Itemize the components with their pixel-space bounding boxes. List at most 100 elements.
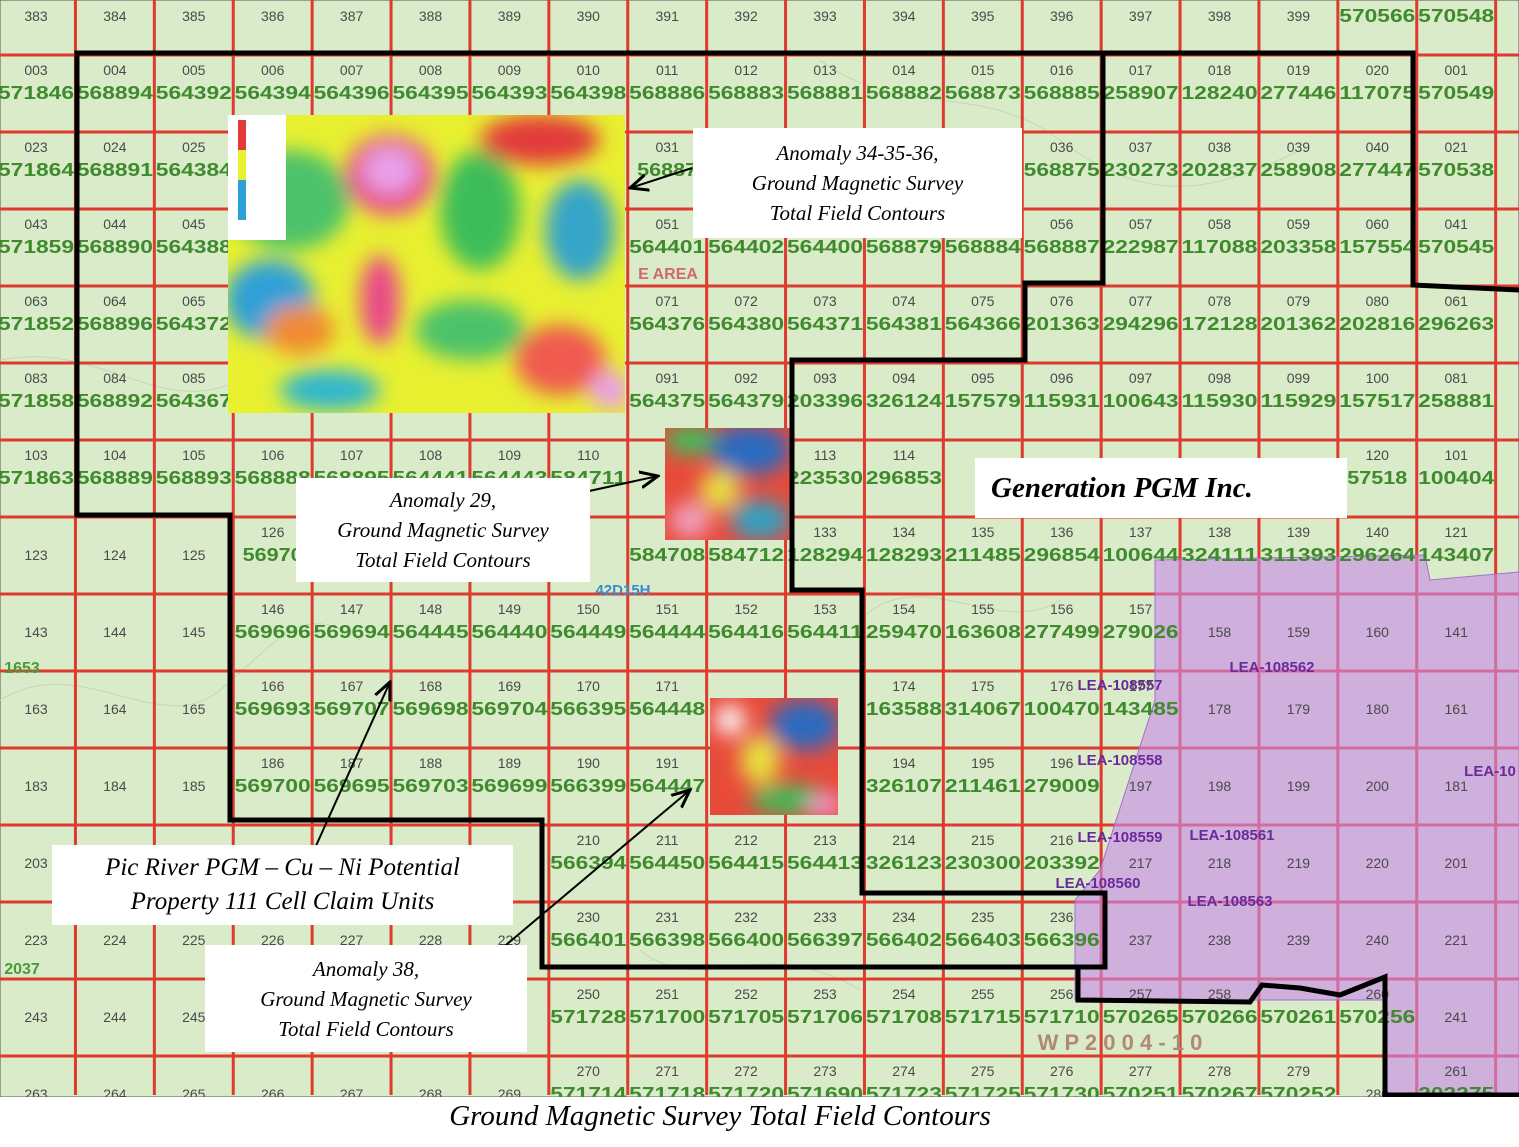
cell-number: 012	[734, 62, 758, 78]
cell-number: 225	[182, 932, 206, 948]
cell-number: 061	[1445, 293, 1469, 309]
claim-number: 564394	[235, 83, 311, 103]
claim-number: 115929	[1260, 391, 1336, 411]
cell-number: 005	[182, 62, 206, 78]
cell-number: 109	[498, 447, 522, 463]
cell-number: 152	[734, 601, 758, 617]
cell-number: 004	[103, 62, 127, 78]
cell-number: 065	[182, 293, 206, 309]
claim-number: 570251	[1103, 1084, 1179, 1097]
claim-number: 571728	[550, 1007, 626, 1027]
claim-number: 564396	[314, 83, 390, 103]
cell-number: 235	[971, 909, 995, 925]
cell-number: 093	[813, 370, 837, 386]
cell-number: 147	[340, 601, 364, 617]
place-label: 42D15H	[595, 582, 650, 599]
cell-number: 258	[1208, 986, 1232, 1002]
claim-number: 157579	[945, 391, 1021, 411]
claim-number: 568894	[77, 83, 153, 103]
claim-number: 571710	[1024, 1007, 1100, 1027]
cell-number: 174	[892, 678, 916, 694]
cell-number: 018	[1208, 62, 1232, 78]
cell-number: 238	[1208, 932, 1232, 948]
property-boundary	[74, 50, 1519, 1097]
cell-number: 158	[1208, 624, 1232, 640]
lease-label: LEA-108562	[1229, 659, 1314, 676]
cell-number: 169	[498, 678, 522, 694]
cell-number: 178	[1208, 701, 1232, 717]
anomaly-image	[710, 698, 838, 815]
cell-number: 236	[1050, 909, 1074, 925]
cell-number: 141	[1445, 624, 1469, 640]
cell-number: 085	[182, 370, 206, 386]
cell-number: 232	[734, 909, 758, 925]
cell-number: 237	[1129, 932, 1153, 948]
claim-number: 211461	[945, 776, 1021, 796]
cell-number: 007	[340, 62, 364, 78]
claim-number: 566397	[787, 930, 863, 950]
claim-number: 277499	[1024, 622, 1100, 642]
cell-number: 137	[1129, 524, 1153, 540]
claim-number: 571863	[0, 468, 74, 488]
cell-number: 010	[577, 62, 601, 78]
cell-number: 100	[1366, 370, 1390, 386]
cell-number: 138	[1208, 524, 1232, 540]
claim-number: 568886	[629, 83, 705, 103]
cell-number: 256	[1050, 986, 1074, 1002]
claim-number: 143485	[1103, 699, 1179, 719]
cell-number: 106	[261, 447, 285, 463]
cell-number: 264	[103, 1086, 127, 1097]
claim-number: 294296	[1103, 314, 1179, 334]
claim-number: 157554	[1339, 237, 1415, 257]
cell-number: 384	[103, 8, 127, 24]
cell-number: 114	[893, 447, 916, 463]
claim-number: 564447	[629, 776, 705, 796]
callout: Anomaly 34-35-36, Ground Magnetic Survey T…	[693, 128, 1022, 238]
cell-number: 383	[24, 8, 48, 24]
cell-number: 255	[971, 986, 995, 1002]
claim-number: 569700	[235, 776, 311, 796]
claim-number: 568883	[708, 83, 784, 103]
callout-line: Anomaly 34-35-36,	[776, 141, 939, 165]
claim-number: 128294	[787, 545, 863, 565]
claim-number: 566399	[550, 776, 626, 796]
cell-number: 170	[577, 678, 601, 694]
claim-number: 201362	[1260, 314, 1336, 334]
cell-number: 266	[261, 1086, 285, 1097]
cell-number: 036	[1050, 139, 1074, 155]
cell-number: 395	[971, 8, 995, 24]
claim-number: 570549	[1418, 83, 1494, 103]
cell-number: 397	[1129, 8, 1153, 24]
cell-number: 270	[577, 1063, 601, 1079]
cell-number: 393	[813, 8, 837, 24]
cell-number: 199	[1287, 778, 1311, 794]
cell-number: 045	[182, 216, 206, 232]
claim-number: 568887	[1024, 237, 1100, 257]
cell-number: 076	[1050, 293, 1074, 309]
claim-number: 324111	[1182, 545, 1258, 565]
cell-number: 123	[24, 547, 48, 563]
cell-number: 211	[656, 832, 679, 848]
cell-number: 252	[734, 986, 758, 1002]
claim-number: 570266	[1182, 1007, 1258, 1027]
cell-number: 125	[182, 547, 206, 563]
claim-number: 564416	[708, 622, 784, 642]
cell-number: 110	[577, 447, 600, 463]
claim-number: 277447	[1339, 160, 1415, 180]
claim-number: 568879	[866, 237, 942, 257]
cell-number: 038	[1208, 139, 1232, 155]
cell-number: 276	[1050, 1063, 1074, 1079]
cell-number: 386	[261, 8, 285, 24]
claim-number: 326124	[866, 391, 942, 411]
cell-number: 201	[1445, 855, 1469, 871]
cell-number: 157	[1129, 601, 1153, 617]
claim-number: 326123	[866, 853, 942, 873]
cell-number: 040	[1366, 139, 1390, 155]
cell-number: 186	[261, 755, 285, 771]
cell-number: 245	[182, 1009, 206, 1025]
cell-number: 024	[103, 139, 127, 155]
cell-number: 195	[971, 755, 995, 771]
cell-number: 239	[1287, 932, 1311, 948]
cell-number: 212	[734, 832, 758, 848]
cell-number: 108	[419, 447, 443, 463]
